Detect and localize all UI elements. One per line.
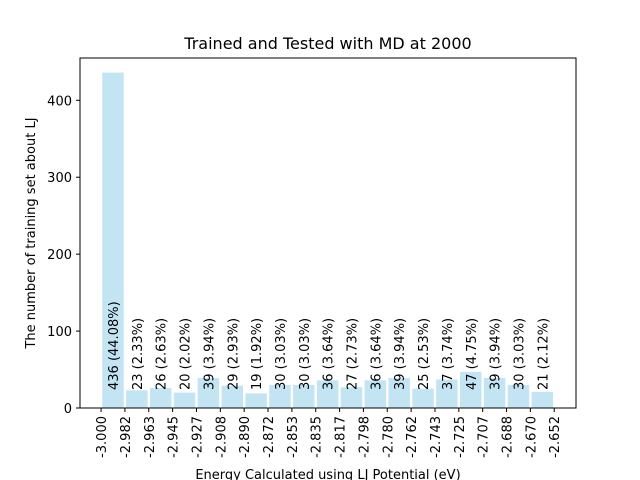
bar — [507, 384, 530, 408]
bar-label: 20 (2.02%) — [179, 318, 194, 390]
y-tick-label: 100 — [47, 325, 72, 340]
x-tick-label: -2.780 — [381, 416, 396, 458]
bar-labels-group: 436 (44.08%) 23 (2.33%) 26 (2.63%) 20 (2.02… — [107, 301, 551, 390]
bar — [531, 391, 554, 408]
bar-label: 27 (2.73%) — [346, 318, 361, 390]
bar-label: 30 (3.03%) — [274, 318, 289, 390]
y-tick-label: 400 — [47, 94, 72, 109]
bar-label: 30 (3.03%) — [298, 318, 313, 390]
x-tick-label: -2.908 — [214, 416, 229, 458]
bar — [221, 385, 243, 408]
bar-label: 37 (3.74%) — [441, 318, 456, 390]
bar-label: 39 (3.94%) — [202, 318, 217, 390]
bar — [126, 390, 148, 408]
x-tick-label: -2.963 — [143, 416, 158, 458]
x-axis: -3.000 -2.982 -2.963 -2.945 -2.927 -2.908 -2.8… — [95, 408, 563, 458]
x-tick-label: -2.670 — [524, 416, 539, 458]
bar-label: 47 (4.75%) — [465, 318, 480, 390]
bar-label: 29 (2.93%) — [226, 318, 241, 390]
bar — [245, 393, 267, 408]
x-tick-label: -2.798 — [357, 416, 372, 458]
bar-label: 23 (2.33%) — [131, 318, 146, 390]
x-tick-label: -2.762 — [405, 416, 420, 458]
bar — [149, 388, 172, 408]
x-tick-label: -2.927 — [190, 416, 205, 458]
bar — [412, 388, 434, 408]
bar-label: 21 (2.12%) — [536, 318, 551, 390]
y-tick-label: 300 — [47, 171, 72, 186]
x-tick-label: -2.835 — [310, 416, 325, 458]
plot-frame — [79, 57, 577, 409]
x-tick-label: -3.000 — [95, 416, 110, 458]
bars-group — [102, 72, 554, 409]
x-tick-label: -2.982 — [119, 416, 134, 458]
x-tick-label: -2.890 — [238, 416, 253, 458]
chart-title: Trained and Tested with MD at 2000 — [183, 34, 471, 53]
bar — [364, 380, 387, 408]
y-tick-label: 200 — [47, 248, 72, 263]
bar — [483, 378, 506, 408]
x-axis-label: Energy Calculated using LJ Potential (eV… — [195, 468, 460, 480]
bar-label: 39 (3.94%) — [489, 318, 504, 390]
y-axis-label: The number of training set about LJ — [24, 117, 39, 349]
x-tick-label: -2.853 — [286, 416, 301, 458]
y-axis: 0 100 200 300 400 — [47, 94, 80, 417]
x-tick-label: -2.688 — [501, 416, 516, 458]
bar — [460, 371, 482, 408]
x-tick-label: -2.725 — [453, 416, 468, 458]
bar-label: 26 (2.63%) — [155, 318, 170, 390]
x-tick-label: -2.707 — [477, 416, 492, 458]
bar — [293, 384, 315, 408]
bar-label: 36 (3.64%) — [322, 318, 337, 390]
x-tick-label: -2.743 — [429, 416, 444, 458]
x-tick-label: -2.652 — [548, 416, 563, 458]
bar-label: 39 (3.94%) — [393, 318, 408, 390]
x-tick-label: -2.872 — [262, 416, 277, 458]
bar — [269, 384, 291, 408]
x-tick-label: -2.945 — [167, 416, 182, 458]
bar-label: 30 (3.03%) — [512, 318, 527, 390]
bar — [173, 392, 196, 408]
bar — [102, 72, 124, 409]
x-tick-label: -2.817 — [334, 416, 349, 458]
bar — [388, 378, 410, 408]
bar — [340, 387, 363, 408]
bar — [316, 380, 339, 408]
bar — [197, 378, 220, 408]
bar-label: 25 (2.53%) — [417, 318, 432, 390]
bar-label: 436 (44.08%) — [107, 301, 122, 390]
y-tick-label: 0 — [64, 402, 72, 417]
bar-label: 36 (3.64%) — [369, 318, 384, 390]
bar-label: 19 (1.92%) — [250, 318, 265, 390]
bar — [436, 379, 458, 408]
